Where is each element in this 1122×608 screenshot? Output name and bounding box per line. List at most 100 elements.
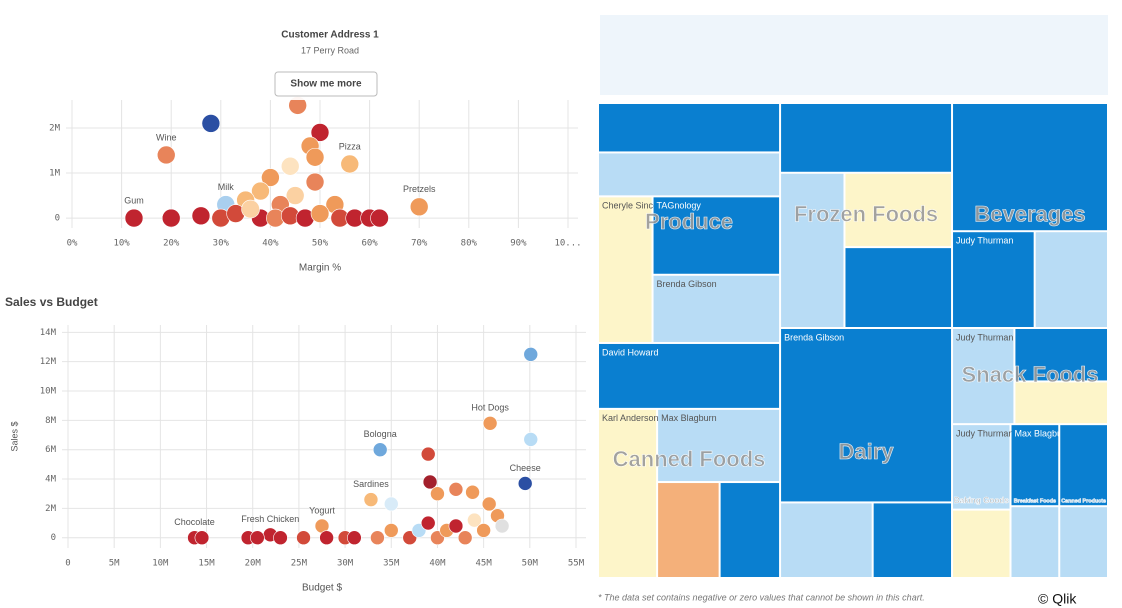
y-tick-label: 1M [49,169,60,179]
tile [599,409,657,577]
tile [599,343,780,408]
point [285,186,305,205]
point-label: Milk [218,182,234,192]
tile-label: Max Blagburn [661,413,717,423]
point [409,197,429,217]
tile-label: Karl Anderson [602,413,659,423]
x-tick-label: 90% [510,239,527,249]
point [523,432,539,447]
tile [658,409,780,482]
point [161,208,181,228]
point [523,347,539,362]
group-label: Snack Foods [962,362,1099,387]
y-tick-label: 12M [40,357,57,367]
group-label: Frozen Foods [794,201,938,226]
x-tick-label: 50M [522,559,539,569]
point [250,530,265,546]
point [191,206,211,226]
point [194,530,210,546]
y-tick-label: 10M [40,387,57,397]
x-axis-label: Budget $ [302,583,342,594]
tile [953,104,1107,231]
x-tick-label: 30M [337,559,354,569]
point [494,518,510,534]
tile [1011,425,1059,506]
tile [953,510,1010,577]
point [448,518,464,534]
point [305,147,325,167]
show-more-button[interactable]: Show me more [274,71,378,97]
x-tick-label: 30% [213,239,230,249]
point [467,512,482,528]
x-tick-label: 70% [411,239,428,249]
x-tick-label: 10M [152,559,169,569]
group-label: Baking Goods [954,496,1009,505]
point [201,114,221,133]
x-tick-label: 80% [461,239,478,249]
point-label: Yogurt [309,505,335,515]
tile [781,503,872,577]
tile-label: David Howard [602,347,659,357]
tile-label: Brenda Gibson [784,332,844,342]
group-label: Breakfast Foods [1014,498,1056,504]
tile [653,275,780,342]
tile-label: Brenda Gibson [657,279,717,289]
x-tick-label: 40% [262,239,279,249]
x-tick-label: 40M [429,559,446,569]
x-axis-label: Margin % [299,263,341,274]
point-label: Wine [156,132,177,142]
y-tick-label: 0 [51,533,56,543]
footnote: * The data set contains negative or zero… [598,592,925,602]
point [310,204,330,223]
x-tick-label: 5M [109,559,120,569]
point [156,145,176,165]
point-label: Sardines [353,479,389,489]
x-tick-label: 35M [383,559,400,569]
x-tick-label: 15M [198,559,215,569]
tile [873,503,952,577]
tile [845,248,952,327]
point [517,476,533,491]
point [310,123,330,142]
group-label: Dairy [839,439,895,464]
y-tick-label: 14M [40,328,57,338]
point [430,486,445,502]
button-label[interactable]: Show me more [290,79,362,90]
point [383,496,399,512]
tile [1060,507,1107,577]
header-panel [600,15,1108,95]
y-axis-label: Sales $ [9,421,19,451]
group-label: Canned Products [1061,498,1106,504]
copyright: © Qlik [1038,591,1077,607]
tile [599,197,652,342]
point-label: Chocolate [174,517,215,527]
tile-label: TAGnology [657,201,702,211]
button-box[interactable] [274,71,378,97]
tile [953,329,1014,424]
point [319,530,334,546]
point [251,181,270,201]
tile [599,104,780,152]
point [465,484,480,500]
point [124,208,144,228]
point [420,515,436,531]
point-label: Bologna [364,429,397,439]
point [363,492,379,507]
tile-label: Judy Thurman [956,236,1013,246]
point [482,415,498,431]
y-tick-label: 2M [45,504,56,514]
point [370,530,385,546]
tile-label: Cheryle Sincock [602,201,668,211]
x-tick-label: 10... [554,239,581,249]
x-tick-label: 60% [361,239,378,249]
x-tick-label: 45M [476,559,493,569]
point-label: Fresh Chicken [241,514,299,524]
x-tick-label: 20M [245,559,262,569]
tile [720,483,780,577]
y-tick-label: 0 [55,214,60,224]
tile [953,425,1010,509]
point [383,523,399,538]
point-label: Hot Dogs [471,403,509,413]
point [420,446,436,462]
